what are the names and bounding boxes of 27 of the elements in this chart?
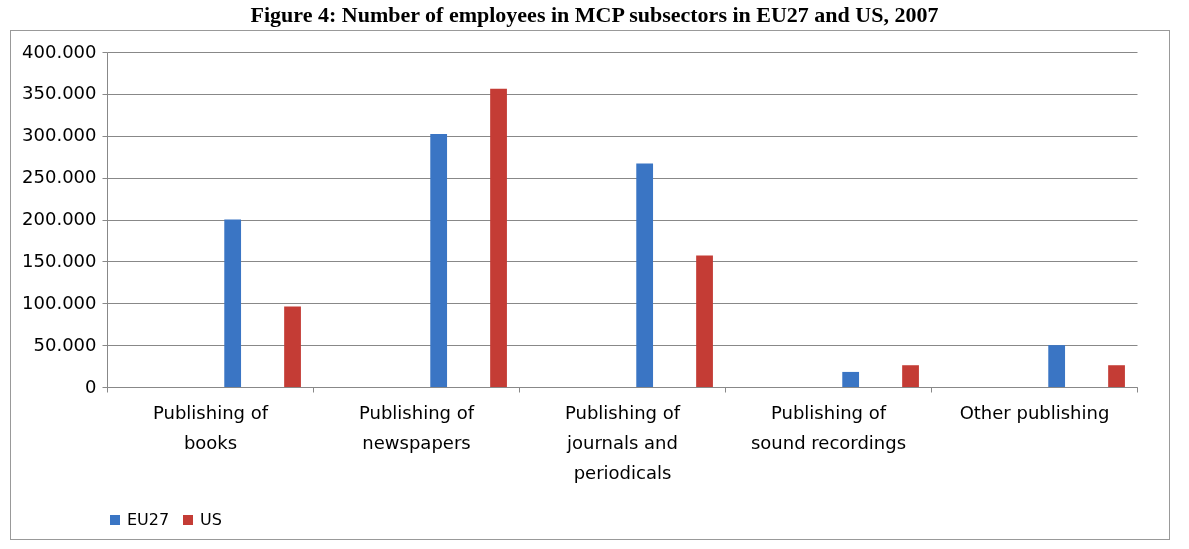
x-tick-label: Publishing of newspapers [358,401,475,453]
x-tick-label: Publishing of books [152,401,269,453]
y-tick-label: 0 [85,375,97,397]
bar [284,306,301,387]
y-tick-label: 400.000 [22,40,97,62]
bar [696,255,713,387]
y-tick-label: 100.000 [22,291,97,313]
bar [490,88,507,387]
y-tick-label: 250.000 [22,166,97,188]
bar [842,371,860,387]
x-tick-label: Publishing of sound recordings [750,401,907,453]
x-tick-label: Other publishing [959,401,1110,423]
chart-title: Figure 4: Number of employees in MCP subsectors in EU27 and US, 2007 [249,1,940,29]
bar [1048,345,1066,387]
bar [224,219,242,387]
y-tick-label: 350.000 [22,82,97,104]
y-tick-label: 50.000 [33,333,97,355]
bar [636,163,654,387]
y-tick-label: 200.000 [22,208,97,229]
bar [1108,365,1125,387]
y-tick-label: 150.000 [22,249,97,271]
bar [430,134,448,387]
bar [902,365,919,387]
y-tick-label: 300.000 [22,124,97,146]
legend-label: EU27 [127,510,170,529]
x-tick-label: Publishing of journals and periodicals [564,401,681,483]
legend-label: US [200,510,222,529]
